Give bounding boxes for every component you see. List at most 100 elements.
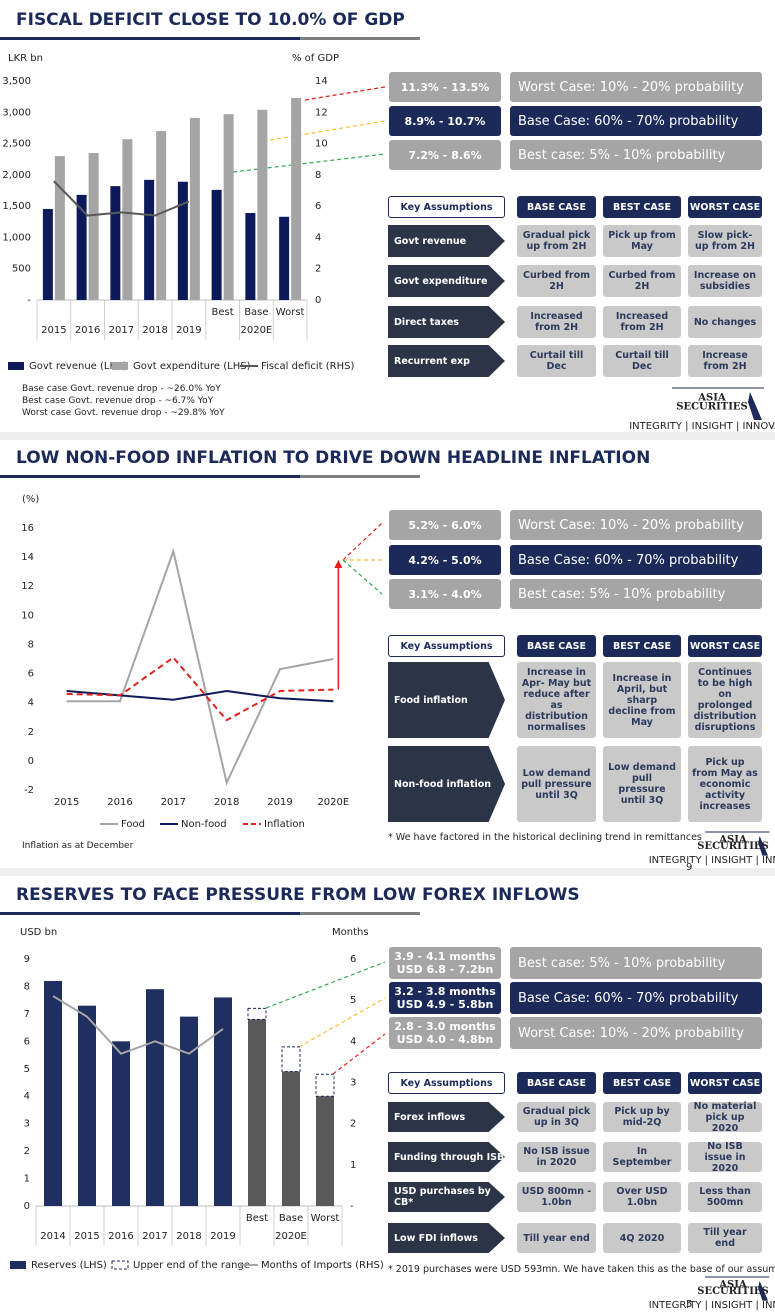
assumption-cell: Increased from 2H <box>603 306 681 338</box>
table-header: BEST CASE <box>603 1072 681 1094</box>
bar <box>78 1005 96 1206</box>
range-box <box>315 1073 335 1097</box>
y-tick-label: 1 <box>24 1174 30 1185</box>
projection-arrowhead <box>334 560 343 568</box>
period-label: 2016 <box>75 325 100 336</box>
assumption-key: Food inflation <box>388 662 505 738</box>
y2-axis-title: % of GDP <box>292 53 339 64</box>
x-tick-label: Worst <box>311 1213 340 1224</box>
assumption-cell: Increase in Apr- May but reduce after as… <box>517 662 596 738</box>
bar <box>88 152 99 300</box>
bar <box>214 997 232 1206</box>
y-tick-label: 10 <box>21 610 34 621</box>
y-tick-label: 8 <box>24 981 30 992</box>
range-line: 3.1% - 4.0% <box>408 587 482 601</box>
bar <box>156 131 167 300</box>
scenario-range: 3.1% - 4.0% <box>389 579 501 609</box>
line <box>53 180 190 217</box>
table-header: BEST CASE <box>603 196 681 218</box>
table-header: BASE CASE <box>517 196 596 218</box>
range-box <box>281 1046 301 1073</box>
range-box <box>247 1007 267 1020</box>
scenario-label: Best case: 5% - 10% probability <box>510 579 762 609</box>
assumption-cell: No ISB issue in 2020 <box>517 1142 596 1172</box>
separator <box>0 432 775 440</box>
scenario-range: 4.2% - 5.0% <box>389 545 501 575</box>
scenario-label: Worst Case: 10% - 20% probability <box>510 510 762 540</box>
assumption-cell: No changes <box>688 306 762 338</box>
bar <box>316 1096 334 1206</box>
assumption-cell: Pick up from May <box>603 225 681 257</box>
range-line: 2.8 - 3.0 months <box>394 1020 496 1033</box>
note: Base case Govt. revenue drop - ~26.0% Yo… <box>22 384 221 394</box>
bar <box>180 1016 198 1206</box>
y2-tick-label: 5 <box>350 995 356 1006</box>
range-line: USD 4.0 - 4.8bn <box>396 1033 494 1046</box>
y2-tick-label: 0 <box>315 295 321 306</box>
assumption-cell: Gradual pick up from 2H <box>517 225 596 257</box>
y-tick-label: 2 <box>28 727 34 738</box>
range-line: 3.2 - 3.8 months <box>394 985 496 998</box>
note: Inflation as at December <box>22 841 134 851</box>
y2-tick-label: 10 <box>315 139 328 150</box>
x-tick-label: Worst <box>276 307 305 318</box>
assumption-cell: Till year end <box>517 1223 596 1253</box>
y-axis-title: USD bn <box>20 927 57 938</box>
leader-line <box>232 153 386 173</box>
y-tick-label: 1,500 <box>2 201 31 212</box>
legend-swatch <box>10 1261 26 1269</box>
y2-tick-label: 2 <box>315 264 321 275</box>
bar <box>44 980 62 1206</box>
logo-tagline: INTEGRITY | INSIGHT | INNOVATION <box>629 421 775 432</box>
legend-label: Inflation <box>264 819 305 830</box>
x-tick-label: 2019 <box>267 797 292 808</box>
period-label: 2019 <box>176 325 201 336</box>
bar <box>122 139 133 300</box>
logo-text: SECURITIES <box>697 1286 768 1297</box>
legend-label: Fiscal deficit (RHS) <box>261 361 354 372</box>
assumption-cell: USD 800mn - 1.0bn <box>517 1182 596 1212</box>
bar <box>42 208 53 300</box>
leader-line <box>265 961 386 1009</box>
legend-swatch <box>112 362 128 370</box>
period-label: 2016 <box>108 1231 133 1242</box>
table-header: Key Assumptions <box>388 1072 505 1094</box>
assumption-key: Low FDI inflows <box>388 1223 505 1253</box>
assumption-key: USD purchases by CB* <box>388 1182 505 1212</box>
y2-tick-label: 4 <box>350 1036 356 1047</box>
bar <box>211 189 222 300</box>
x-tick-label: Base <box>244 307 268 318</box>
table-header: Key Assumptions <box>388 196 505 218</box>
legend-label: Upper end of the range <box>133 1260 250 1271</box>
slide-title: FISCAL DEFICIT CLOSE TO 10.0% OF GDP <box>16 10 405 30</box>
assumption-cell: In September <box>603 1142 681 1172</box>
x-tick-label: 2015 <box>54 797 79 808</box>
scenario-range: 8.9% - 10.7% <box>389 106 501 136</box>
assumption-cell: Increase in April, but sharp decline fro… <box>603 662 681 738</box>
assumption-cell: Curtail till Dec <box>603 345 681 377</box>
scenario-label: Base Case: 60% - 70% probability <box>510 982 762 1014</box>
scenario-label: Base Case: 60% - 70% probability <box>510 545 762 575</box>
bar <box>248 1019 266 1206</box>
y-tick-label: 14 <box>21 552 34 563</box>
note: Worst case Govt. revenue drop - ~29.8% Y… <box>22 408 225 418</box>
line <box>66 656 334 722</box>
title-rule <box>0 37 300 40</box>
scenario-range: 7.2% - 8.6% <box>389 140 501 170</box>
y-tick-label: 16 <box>21 523 34 534</box>
x-tick-label: Base <box>279 1213 303 1224</box>
scenario-label: Best case: 5% - 10% probability <box>510 947 762 979</box>
logo-text: ASIA <box>697 393 726 404</box>
y-tick-label: 9 <box>24 954 30 965</box>
bar <box>177 181 188 300</box>
period-label: 2020E <box>240 325 272 336</box>
scenario-range: 3.9 - 4.1 months USD 6.8 - 7.2bn <box>389 947 501 979</box>
bar <box>76 194 87 300</box>
legend-label: Food <box>121 819 145 830</box>
y-tick-label: 4 <box>28 698 34 709</box>
slide-title: LOW NON-FOOD INFLATION TO DRIVE DOWN HEA… <box>16 448 650 468</box>
separator <box>0 868 775 876</box>
y-tick-label: 4 <box>24 1091 30 1102</box>
leader-line <box>342 559 383 595</box>
